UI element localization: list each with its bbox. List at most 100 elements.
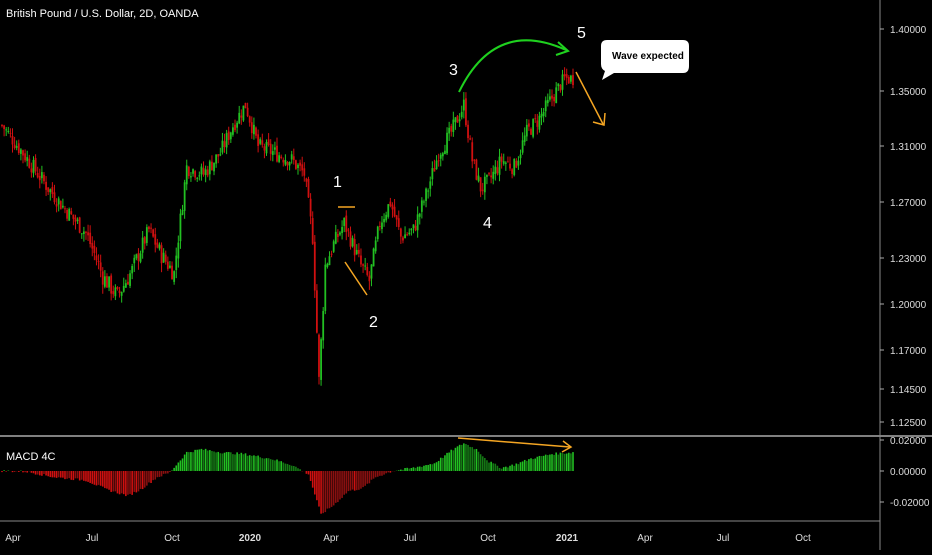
candle-body <box>72 214 75 219</box>
candle-body <box>559 84 562 91</box>
candle-body <box>234 124 236 131</box>
candle-body <box>66 209 68 219</box>
candle-body <box>303 168 306 176</box>
candle-body <box>206 169 209 176</box>
candle-body <box>397 218 400 227</box>
candle-body <box>141 237 144 253</box>
macd-tick-label: 0.02000 <box>890 436 927 447</box>
candle-body <box>15 145 18 148</box>
candle-body <box>486 174 488 177</box>
price-tick-label: 1.27000 <box>890 198 927 209</box>
callout-text: Wave expected <box>612 51 684 62</box>
time-tick-label: 2021 <box>556 533 579 544</box>
candle-body <box>45 181 47 190</box>
candle-body <box>433 168 436 172</box>
candle-body <box>492 171 495 179</box>
candle-body <box>97 260 100 263</box>
candle-body <box>74 217 77 222</box>
price-tick-label: 1.14500 <box>890 385 927 396</box>
candle-body <box>410 228 413 231</box>
candle-body <box>57 198 60 205</box>
candle-body <box>171 265 173 280</box>
candle-body <box>462 99 465 111</box>
candle-body <box>211 161 213 171</box>
candle-body <box>490 175 493 178</box>
candle-body <box>118 290 121 293</box>
candle-body <box>425 188 427 201</box>
candle-body <box>217 154 220 157</box>
candle-body <box>565 74 568 78</box>
candle-body <box>24 153 26 161</box>
chart-title: British Pound / U.S. Dollar, 2D, OANDA <box>6 8 199 20</box>
candle-body <box>61 205 64 208</box>
candle-body <box>276 145 278 162</box>
candle-body <box>269 143 272 154</box>
candle-body <box>135 254 138 259</box>
candle-body <box>385 214 388 221</box>
candle-body <box>7 131 10 133</box>
time-tick-label: 2020 <box>239 533 262 544</box>
candle-body <box>366 267 369 275</box>
candle-body <box>190 176 192 178</box>
candle-body <box>416 214 419 231</box>
candle-body <box>444 150 446 155</box>
candle-body <box>263 146 266 151</box>
candle-body <box>488 173 490 175</box>
candle-body <box>519 154 522 159</box>
candle-body <box>452 119 455 133</box>
candle-body <box>408 232 411 235</box>
candle-body <box>242 105 245 121</box>
candle-body <box>309 198 312 217</box>
candle-body <box>261 140 264 145</box>
candle-body <box>64 208 66 210</box>
candle-body <box>399 228 402 237</box>
candle-body <box>515 160 518 168</box>
candle-body <box>334 231 337 244</box>
candle-body <box>204 169 207 175</box>
candle-body <box>280 156 283 158</box>
wave-label-5: 5 <box>577 25 586 42</box>
candle-body <box>555 87 558 104</box>
candle-body <box>357 249 360 254</box>
candle-body <box>378 225 381 227</box>
candle-body <box>383 218 385 223</box>
candle-body <box>238 112 241 124</box>
candle-body <box>30 168 33 173</box>
candle-body <box>534 118 537 120</box>
candle-body <box>475 159 478 180</box>
candle-body <box>112 291 115 295</box>
candle-body <box>496 167 499 174</box>
time-tick-label: Oct <box>795 533 811 544</box>
candle-body <box>290 154 293 160</box>
candle-body <box>536 120 539 127</box>
candle-body <box>244 102 247 109</box>
macd-divergence-arrowhead <box>561 440 573 453</box>
candle-body <box>26 157 29 161</box>
projection-arrow-line <box>575 71 604 125</box>
candle-body <box>326 263 329 267</box>
time-tick-label: Jul <box>86 533 99 544</box>
candle-body <box>32 159 35 174</box>
candle-body <box>5 129 8 131</box>
candle-body <box>169 265 171 268</box>
candle-body <box>418 213 421 217</box>
candle-body <box>85 231 87 233</box>
candle-body <box>95 255 98 261</box>
candle-body <box>435 160 438 170</box>
candle-body <box>253 124 255 135</box>
time-tick-label: Apr <box>323 533 339 544</box>
wave-label-3: 3 <box>449 62 458 79</box>
candle-body <box>521 140 524 153</box>
candle-body <box>145 227 148 243</box>
candle-body <box>330 253 333 255</box>
candle-body <box>523 135 526 142</box>
candle-body <box>353 239 356 256</box>
candle-body <box>232 127 234 135</box>
candle-body <box>108 276 110 288</box>
candles-layer <box>1 67 574 386</box>
projection-arrowhead <box>592 112 606 126</box>
candle-body <box>511 169 514 174</box>
candle-body <box>370 264 373 279</box>
candle-body <box>345 215 348 233</box>
candle-body <box>87 232 89 236</box>
